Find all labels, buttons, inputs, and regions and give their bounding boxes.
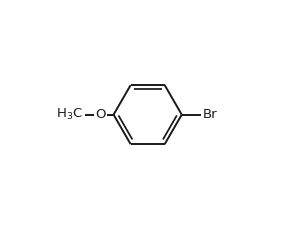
Text: H$_3$C: H$_3$C: [56, 107, 83, 122]
Text: O: O: [95, 108, 106, 121]
Text: Br: Br: [203, 108, 217, 121]
